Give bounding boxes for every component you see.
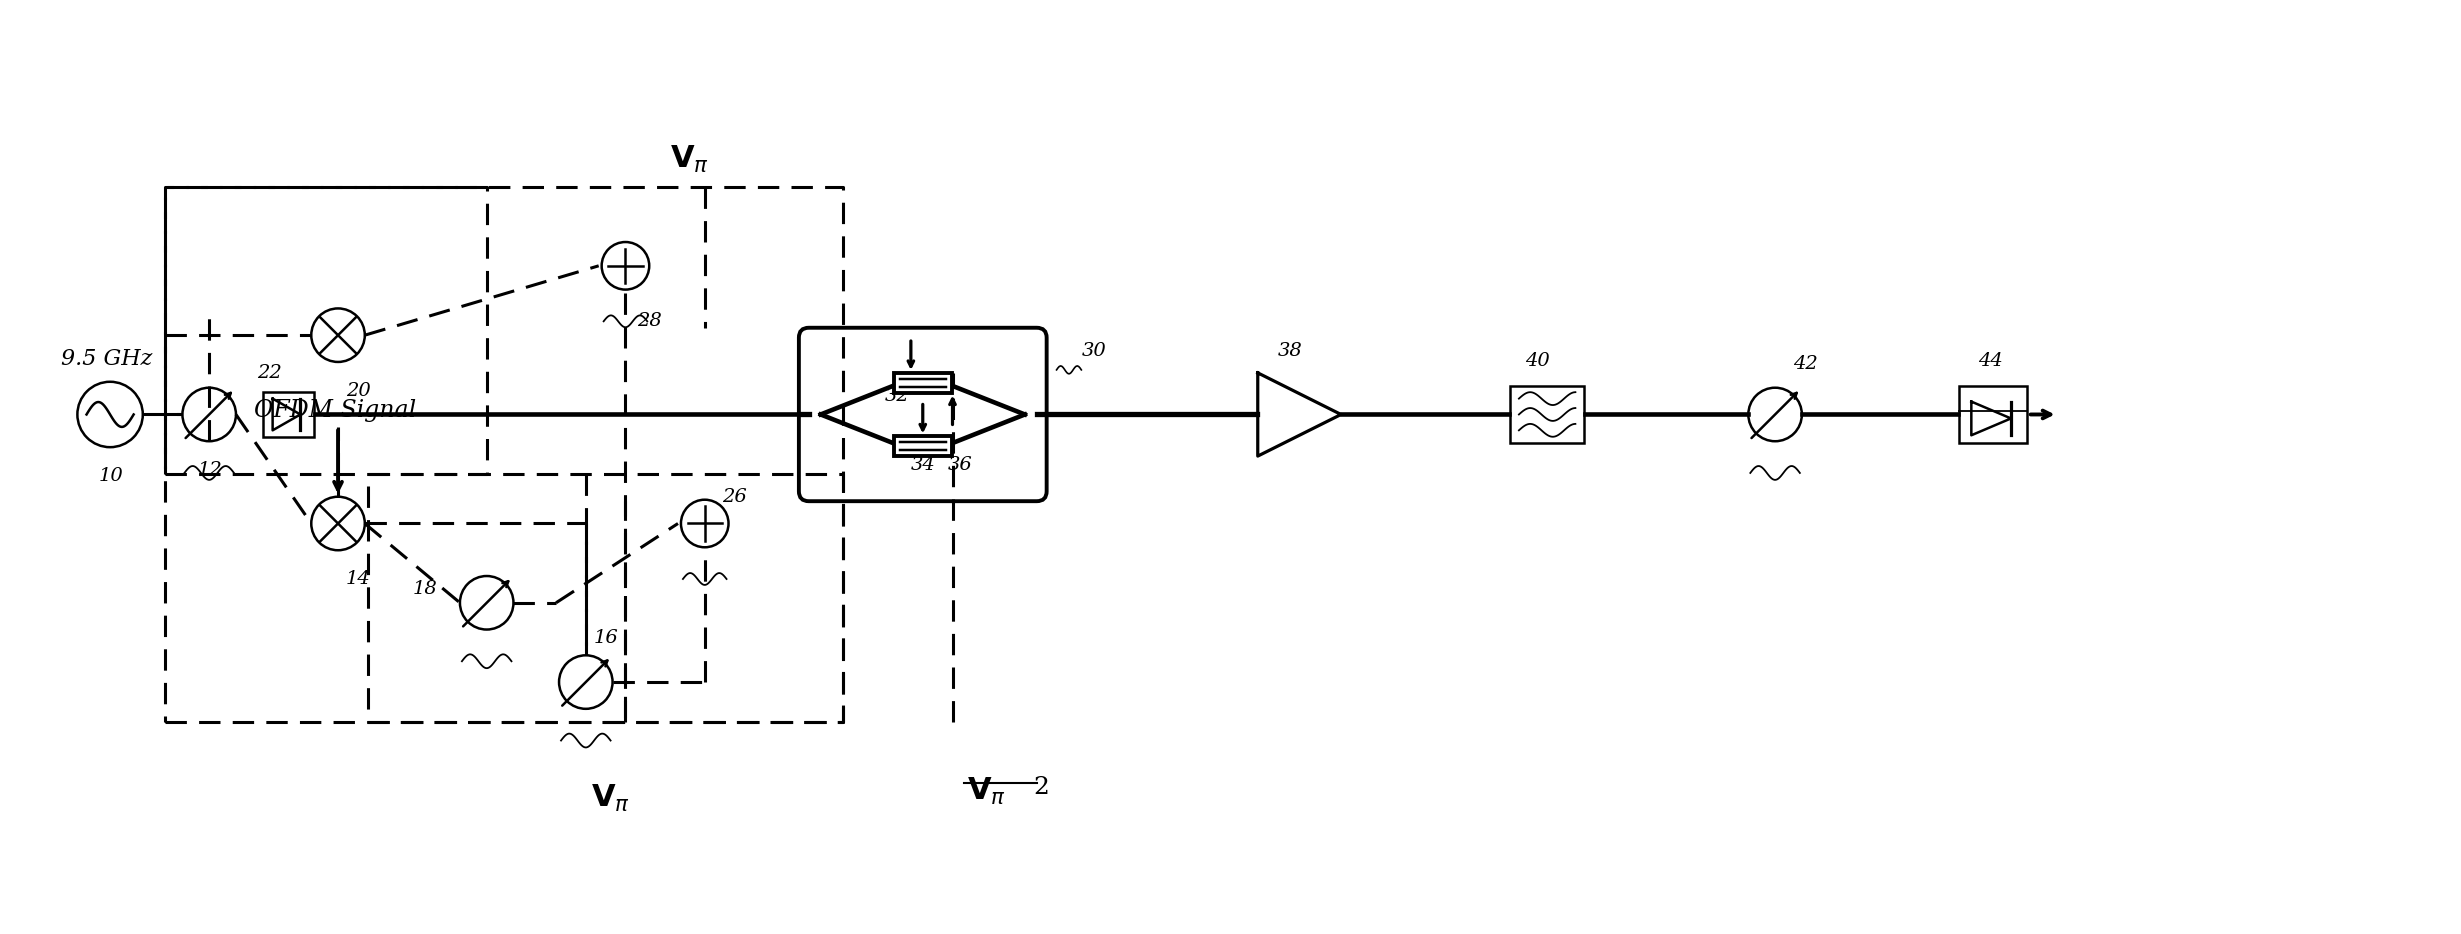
Text: 42: 42 (1794, 355, 1819, 373)
Text: 10: 10 (98, 467, 123, 485)
Text: $\mathbf{V}_{\pi}$: $\mathbf{V}_{\pi}$ (591, 783, 630, 814)
Text: 22: 22 (256, 363, 281, 382)
Text: 44: 44 (1979, 352, 2003, 370)
Text: 20: 20 (347, 382, 372, 400)
Text: $\mathbf{V}_{\pi}$: $\mathbf{V}_{\pi}$ (669, 144, 709, 175)
Text: OFDM Signal: OFDM Signal (253, 400, 416, 422)
Bar (1959, 386, 2028, 444)
Text: 2: 2 (1034, 776, 1051, 800)
Text: $\mathbf{V}_{\pi}$: $\mathbf{V}_{\pi}$ (967, 776, 1007, 807)
Text: 32: 32 (886, 387, 911, 404)
Text: 12: 12 (197, 460, 221, 479)
Text: 38: 38 (1277, 342, 1302, 360)
Bar (1511, 386, 1585, 444)
Text: 40: 40 (1526, 352, 1550, 370)
Bar (893, 436, 952, 456)
Text: 36: 36 (947, 456, 972, 474)
Text: 18: 18 (413, 580, 438, 598)
Text: 26: 26 (724, 488, 748, 505)
Text: 16: 16 (593, 630, 618, 647)
Text: 28: 28 (637, 312, 662, 331)
Text: 9.5 GHz: 9.5 GHz (62, 347, 153, 370)
Bar (263, 392, 315, 437)
Text: 30: 30 (1080, 342, 1105, 360)
Bar (893, 373, 952, 392)
Text: 34: 34 (911, 456, 935, 474)
Text: 14: 14 (347, 570, 372, 587)
